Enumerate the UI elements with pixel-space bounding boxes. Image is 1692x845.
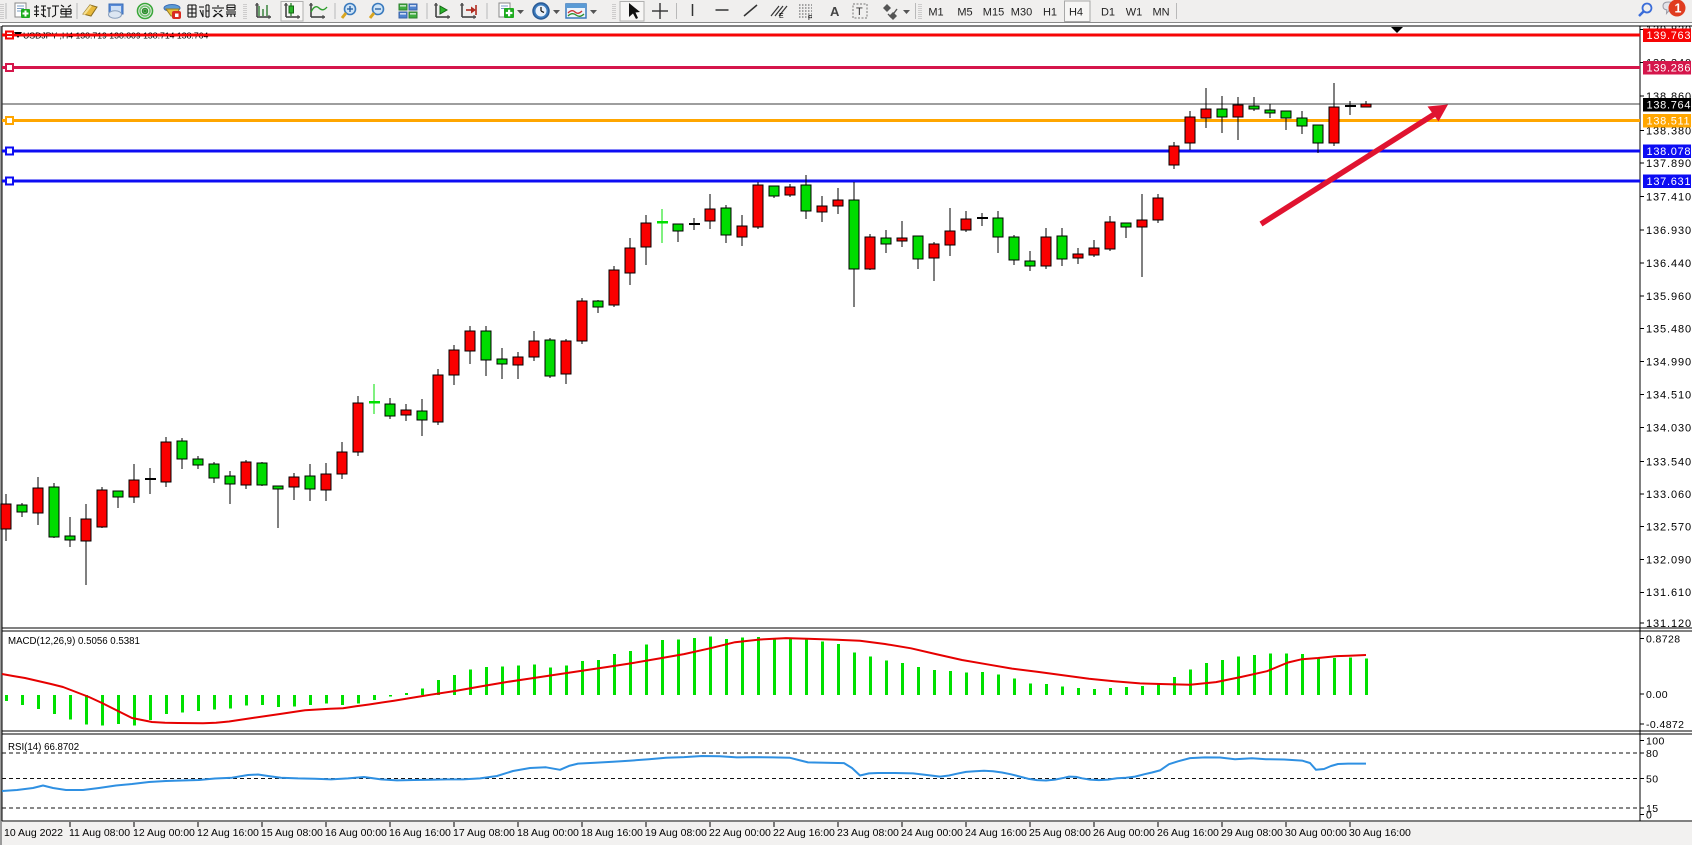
svg-text:-0.4872: -0.4872 [1646,719,1684,731]
svg-text:12 Aug 16:00: 12 Aug 16:00 [197,827,259,839]
svg-text:135.480: 135.480 [1646,323,1692,335]
svg-text:26 Aug 00:00: 26 Aug 00:00 [1093,827,1155,839]
svg-text:137.890: 137.890 [1646,158,1692,170]
svg-text:16 Aug 00:00: 16 Aug 00:00 [325,827,387,839]
svg-text:133.060: 133.060 [1646,489,1692,501]
svg-text:135.960: 135.960 [1646,291,1692,303]
svg-text:139.763: 139.763 [1647,30,1692,42]
svg-text:F: F [808,15,812,22]
svg-text:15 Aug 08:00: 15 Aug 08:00 [261,827,323,839]
svg-text:MACD(12,26,9) 0.5056 0.5381: MACD(12,26,9) 0.5056 0.5381 [8,636,140,647]
svg-text:131.120: 131.120 [1646,618,1692,630]
svg-text:17 Aug 08:00: 17 Aug 08:00 [453,827,515,839]
svg-text:M30: M30 [1011,7,1032,19]
svg-text:T: T [856,6,863,18]
svg-text:10 Aug 2022: 10 Aug 2022 [4,827,63,839]
svg-text:138.078: 138.078 [1647,146,1692,158]
svg-text:0.8728: 0.8728 [1646,633,1681,645]
svg-text:H4: H4 [1069,7,1083,19]
svg-text:26 Aug 16:00: 26 Aug 16:00 [1157,827,1219,839]
svg-text:M15: M15 [983,7,1004,19]
svg-text:138.511: 138.511 [1647,116,1691,128]
svg-text:MN: MN [1152,7,1169,19]
svg-text:50: 50 [1646,773,1658,785]
svg-text:RSI(14) 66.8702: RSI(14) 66.8702 [8,742,79,753]
svg-text:138.380: 138.380 [1646,125,1692,137]
svg-text:132.570: 132.570 [1646,521,1692,533]
svg-text:137.410: 137.410 [1646,191,1692,203]
svg-text:138.764: 138.764 [1647,100,1692,112]
svg-text:15: 15 [1646,803,1658,815]
svg-text:134.510: 134.510 [1646,389,1692,401]
svg-text:22 Aug 00:00: 22 Aug 00:00 [709,827,771,839]
svg-text:16 Aug 16:00: 16 Aug 16:00 [389,827,451,839]
svg-text:A: A [830,4,840,19]
svg-text:25 Aug 08:00: 25 Aug 08:00 [1029,827,1091,839]
svg-text:29 Aug 08:00: 29 Aug 08:00 [1221,827,1283,839]
svg-text:131.610: 131.610 [1646,587,1692,599]
svg-text:12 Aug 00:00: 12 Aug 00:00 [133,827,195,839]
svg-text:D1: D1 [1101,7,1115,19]
svg-text:11 Aug 08:00: 11 Aug 08:00 [69,827,130,839]
svg-text:18 Aug 16:00: 18 Aug 16:00 [581,827,643,839]
svg-text:136.440: 136.440 [1646,258,1692,270]
svg-text:0: 0 [1646,809,1652,821]
svg-text:132.090: 132.090 [1646,554,1692,566]
svg-text:19 Aug 08:00: 19 Aug 08:00 [645,827,707,839]
svg-text:30 Aug 16:00: 30 Aug 16:00 [1349,827,1411,839]
svg-text:0.00: 0.00 [1646,689,1668,701]
svg-text:80: 80 [1646,748,1658,760]
svg-text:136.930: 136.930 [1646,225,1692,237]
svg-text:1: 1 [1675,2,1682,16]
svg-text:137.631: 137.631 [1647,176,1692,188]
svg-text:23 Aug 08:00: 23 Aug 08:00 [837,827,899,839]
svg-text:M5: M5 [957,7,972,19]
svg-text:134.030: 134.030 [1646,422,1692,434]
svg-text:22 Aug 16:00: 22 Aug 16:00 [773,827,835,839]
svg-text:133.540: 133.540 [1646,456,1692,468]
svg-text:139.286: 139.286 [1647,63,1692,75]
svg-text:134.990: 134.990 [1646,356,1692,368]
svg-text:100: 100 [1646,735,1665,747]
svg-text:M1: M1 [928,7,943,19]
svg-text:30 Aug 00:00: 30 Aug 00:00 [1285,827,1347,839]
svg-text:W1: W1 [1126,7,1143,19]
svg-text:H1: H1 [1043,7,1057,19]
svg-text:24 Aug 00:00: 24 Aug 00:00 [901,827,963,839]
svg-text:24 Aug 16:00: 24 Aug 16:00 [965,827,1027,839]
svg-text:18 Aug 00:00: 18 Aug 00:00 [517,827,579,839]
svg-text:E: E [779,13,784,20]
